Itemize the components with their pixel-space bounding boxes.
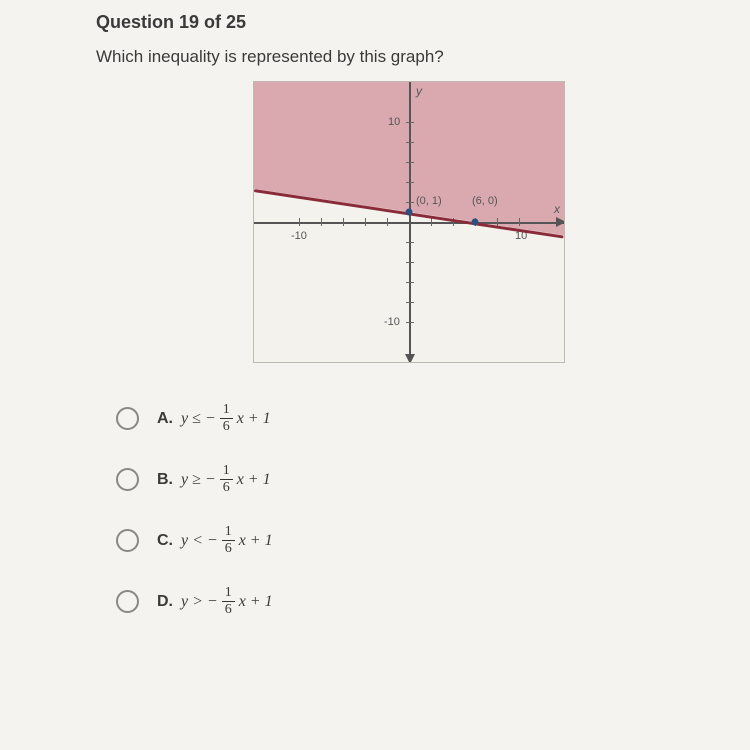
question-counter: Question 19 of 25 [96,12,722,33]
y-axis-arrow-down [405,354,415,363]
inequality-graph: -10 10 10 -10 (0, 1) (6, 0) y x [253,81,565,363]
option-b[interactable]: B. y ≥ − 16 x + 1 [116,464,722,495]
radio-a[interactable] [116,407,139,430]
y-tick-pos10: 10 [388,116,400,128]
radio-c[interactable] [116,529,139,552]
point-6-0 [472,219,479,226]
question-prompt: Which inequality is represented by this … [96,47,722,67]
option-letter: B. [157,471,173,489]
x-axis-arrow-right [556,217,565,227]
point-label-6-0: (6, 0) [472,195,498,207]
answer-options: A. y ≤ − 16 x + 1 B. y ≥ − 16 x + 1 C. y… [96,403,722,617]
option-letter: D. [157,593,173,611]
x-axis-label: x [554,202,560,216]
y-tick-neg10: -10 [384,316,400,328]
option-letter: A. [157,410,173,428]
point-label-0-1: (0, 1) [416,195,442,207]
radio-d[interactable] [116,590,139,613]
option-d[interactable]: D. y > − 16 x + 1 [116,586,722,617]
option-a[interactable]: A. y ≤ − 16 x + 1 [116,403,722,434]
option-letter: C. [157,532,173,550]
x-tick-neg10: -10 [291,230,307,242]
y-axis-label: y [416,84,422,98]
option-c[interactable]: C. y < − 16 x + 1 [116,525,722,556]
graph-container: -10 10 10 -10 (0, 1) (6, 0) y x [96,81,722,363]
radio-b[interactable] [116,468,139,491]
x-axis [254,222,564,224]
point-0-1 [406,209,413,216]
